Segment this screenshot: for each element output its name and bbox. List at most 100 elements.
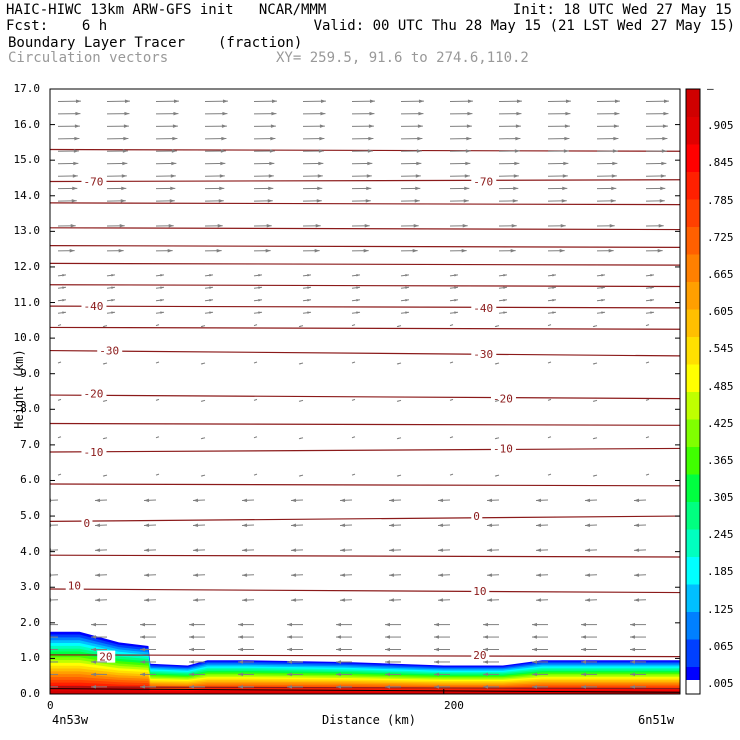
wind-vector: [400, 311, 410, 314]
wind-vector: [57, 361, 62, 364]
wind-vector: [584, 598, 598, 602]
wind-vector: [339, 548, 353, 552]
wind-vector: [483, 660, 499, 664]
wind-vector: [396, 362, 402, 365]
contour-label-bg: [471, 584, 490, 597]
y-axis-label: Height (km): [12, 349, 26, 429]
wind-vector: [498, 186, 519, 191]
wind-vector: [596, 174, 617, 178]
wind-vector: [596, 274, 606, 277]
wind-vector: [91, 685, 107, 689]
wind-vector: [351, 274, 361, 277]
circulation-vectors: [50, 99, 669, 689]
wind-vector: [437, 523, 451, 527]
wind-vector: [287, 647, 303, 652]
x-tick-200: 200: [444, 699, 464, 712]
wind-vector: [400, 224, 419, 228]
terrain-line: [50, 688, 680, 693]
wind-vector: [200, 325, 206, 328]
wind-vector: [238, 622, 254, 627]
wind-vector: [253, 186, 274, 191]
y-tick-label: 4.0: [20, 544, 40, 558]
wind-vector: [253, 473, 258, 476]
wind-vector: [143, 598, 157, 602]
isotherm-0: [50, 515, 680, 522]
wind-vector: [140, 622, 156, 627]
wind-vector: [57, 436, 62, 439]
colorbar-label: .665: [707, 267, 734, 281]
wind-vector: [155, 298, 165, 302]
wind-vector: [630, 622, 646, 627]
colorbar-label: .905: [707, 119, 734, 133]
colorbar-label: .485: [707, 379, 734, 393]
wind-vector: [400, 199, 420, 203]
wind-vector: [155, 199, 175, 203]
wind-vector: [351, 473, 356, 476]
wind-vector: [106, 286, 116, 290]
wind-vector: [535, 523, 549, 527]
wind-vector: [351, 161, 373, 166]
wind-vector: [437, 498, 451, 503]
wind-vector: [253, 224, 272, 228]
contour-label: -20: [493, 393, 513, 406]
wind-vector: [645, 186, 666, 191]
wind-vector: [57, 99, 81, 103]
y-tick-label: 2.0: [20, 615, 40, 629]
wind-vector: [155, 361, 160, 364]
wind-vector: [547, 149, 569, 153]
wind-vector: [189, 622, 205, 627]
wind-vector: [155, 324, 160, 327]
wind-vector: [351, 298, 361, 302]
wind-vector: [498, 298, 508, 302]
wind-vector: [547, 136, 570, 141]
wind-vector: [140, 672, 156, 677]
wind-vector: [253, 199, 273, 203]
wind-vector: [106, 149, 128, 153]
wind-vector: [204, 224, 223, 228]
wind-vector: [494, 399, 500, 402]
wind-vector: [94, 498, 108, 503]
wind-vector: [287, 672, 303, 677]
wind-vector: [204, 248, 222, 253]
bl-tracer-band: [50, 691, 680, 694]
wind-vector: [581, 672, 597, 677]
wind-vector: [290, 598, 304, 602]
y-tick-label: 11.0: [13, 295, 41, 309]
wind-vector: [57, 199, 77, 203]
y-tick-label: 17.0: [13, 82, 41, 95]
x-tick-0: 0: [47, 699, 54, 712]
contour-label: -30: [473, 348, 493, 361]
colorbar-swatch: [686, 446, 700, 475]
wind-vector: [351, 136, 374, 141]
wind-vector: [434, 660, 450, 664]
colorbar-label: .365: [707, 453, 734, 467]
wind-vector: [57, 161, 79, 166]
y-tick-label: 6.0: [20, 473, 40, 487]
wind-vector: [155, 136, 178, 141]
wind-vector: [192, 573, 206, 577]
wind-vector: [645, 298, 655, 302]
wind-vector: [547, 174, 568, 178]
colorbar-frame: [685, 88, 701, 695]
wind-vector: [253, 149, 275, 153]
wind-vector: [290, 548, 304, 552]
wind-vector: [253, 298, 263, 302]
isotherm: [50, 227, 680, 231]
wind-vector: [302, 311, 312, 314]
wind-vector: [143, 523, 157, 527]
wind-vector: [645, 473, 650, 476]
wind-vector: [253, 136, 276, 141]
wind-vector: [645, 248, 663, 253]
contour-label-bg: [471, 648, 490, 661]
wind-vector: [290, 498, 304, 503]
wind-vector: [336, 622, 352, 627]
contour-label: -40: [83, 300, 103, 313]
wind-vector: [547, 224, 566, 228]
wind-vector: [106, 174, 127, 178]
isotherm: [50, 422, 680, 426]
colorbar-swatch: [686, 364, 700, 392]
colorbar-swatch: [686, 281, 700, 310]
contour-label-bg: [471, 510, 483, 523]
wind-vector: [592, 362, 598, 365]
wind-vector: [192, 523, 206, 527]
